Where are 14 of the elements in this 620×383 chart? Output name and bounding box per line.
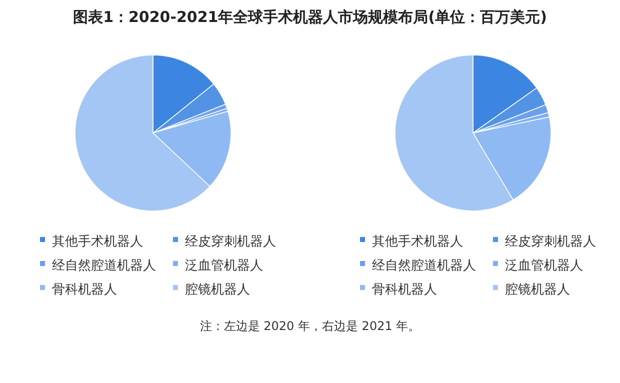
legend-label: 经自然腔道机器人	[372, 258, 476, 274]
legend-label: 其他手术机器人	[52, 234, 143, 250]
legend-label: 腔镜机器人	[185, 282, 250, 298]
text: 注：左边是 2020 年，右边是 2021 年。	[200, 319, 420, 333]
legend-label: 骨科机器人	[372, 282, 437, 298]
text: 图表1：2020-2021年全球手术机器人市场规模布局(单位：百万美元)	[73, 8, 547, 26]
legend-label: 腔镜机器人	[505, 282, 570, 298]
legend-label: 泛血管机器人	[505, 258, 583, 274]
legend-label: 骨科机器人	[52, 282, 117, 298]
legend-label: 经皮穿刺机器人	[185, 234, 276, 250]
legend-label: 其他手术机器人	[372, 234, 463, 250]
legend-label: 经皮穿刺机器人	[505, 234, 596, 250]
legend-label: 泛血管机器人	[185, 258, 263, 274]
legend-label: 经自然腔道机器人	[52, 258, 156, 274]
